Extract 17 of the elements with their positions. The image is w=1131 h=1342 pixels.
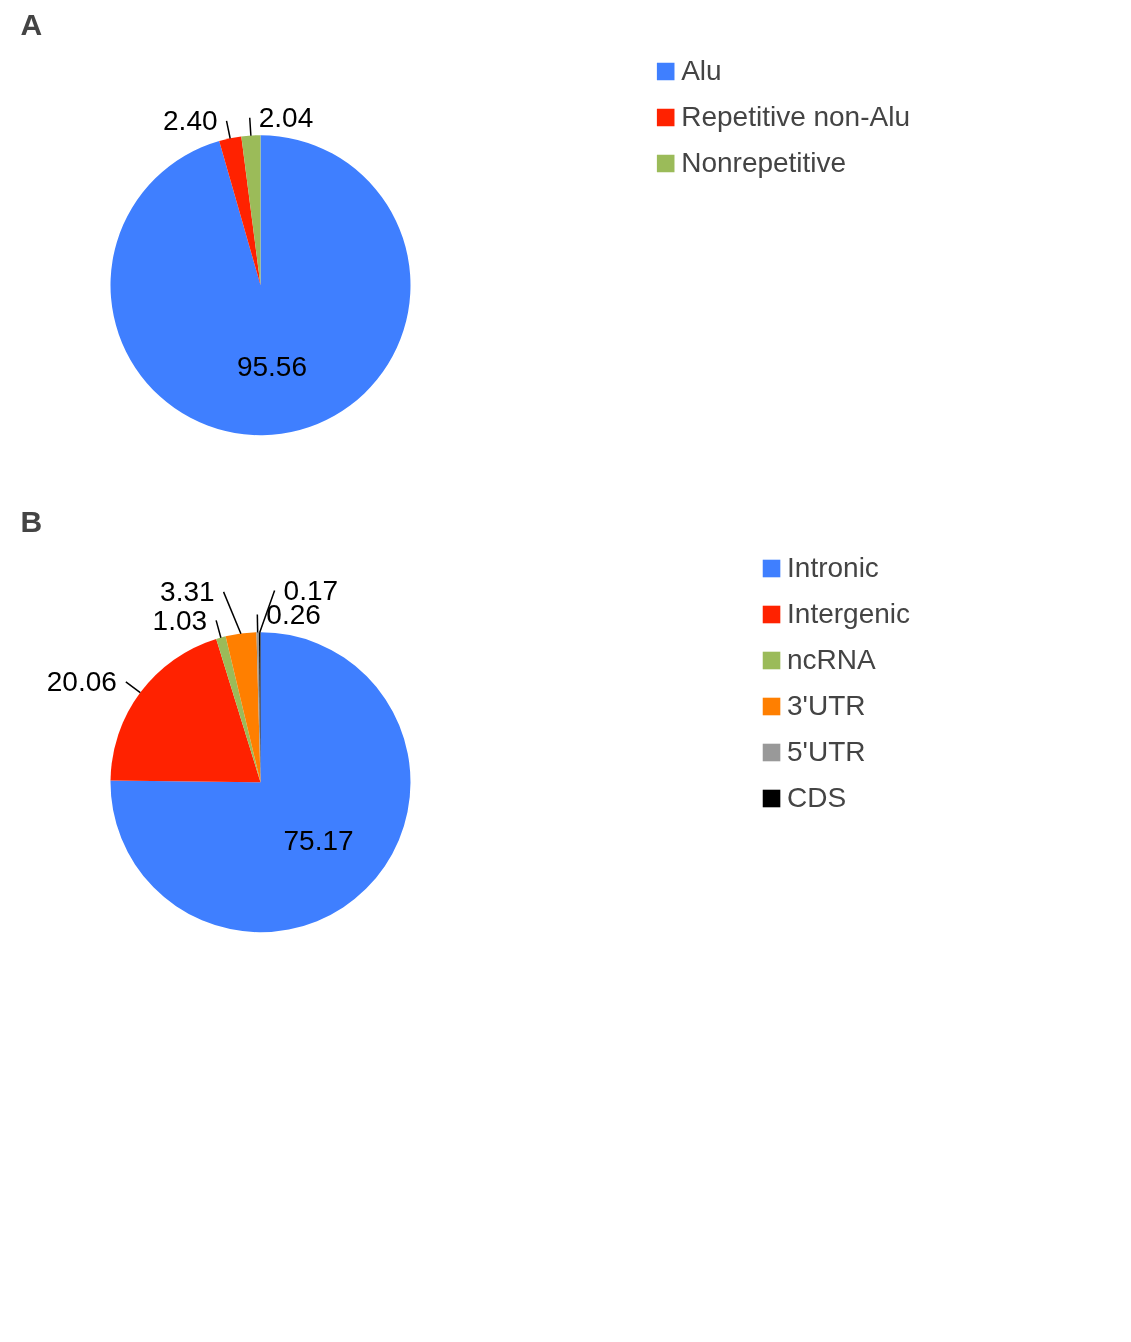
legend-label: Alu: [681, 55, 722, 87]
chart-title: A: [20, 7, 43, 41]
legend-label: 3'UTR: [787, 690, 866, 722]
data-label: 95.56: [236, 351, 308, 383]
data-label: 20.06: [46, 666, 117, 698]
legend-label: Repetitive non-Alu: [681, 101, 910, 133]
legend-label: Intronic: [787, 552, 879, 584]
chart-title: B: [20, 504, 43, 538]
data-label: 2.40: [163, 105, 218, 137]
legend-label: Nonrepetitive: [681, 147, 847, 179]
data-label: 0.17: [283, 574, 339, 606]
data-label: 75.17: [283, 825, 354, 857]
legend-label: 5'UTR: [787, 736, 866, 768]
legend-label: CDS: [787, 782, 847, 814]
data-label: 2.04: [258, 102, 314, 134]
legend-label: Intergenic: [787, 598, 910, 630]
legend-label: ncRNA: [787, 644, 876, 676]
